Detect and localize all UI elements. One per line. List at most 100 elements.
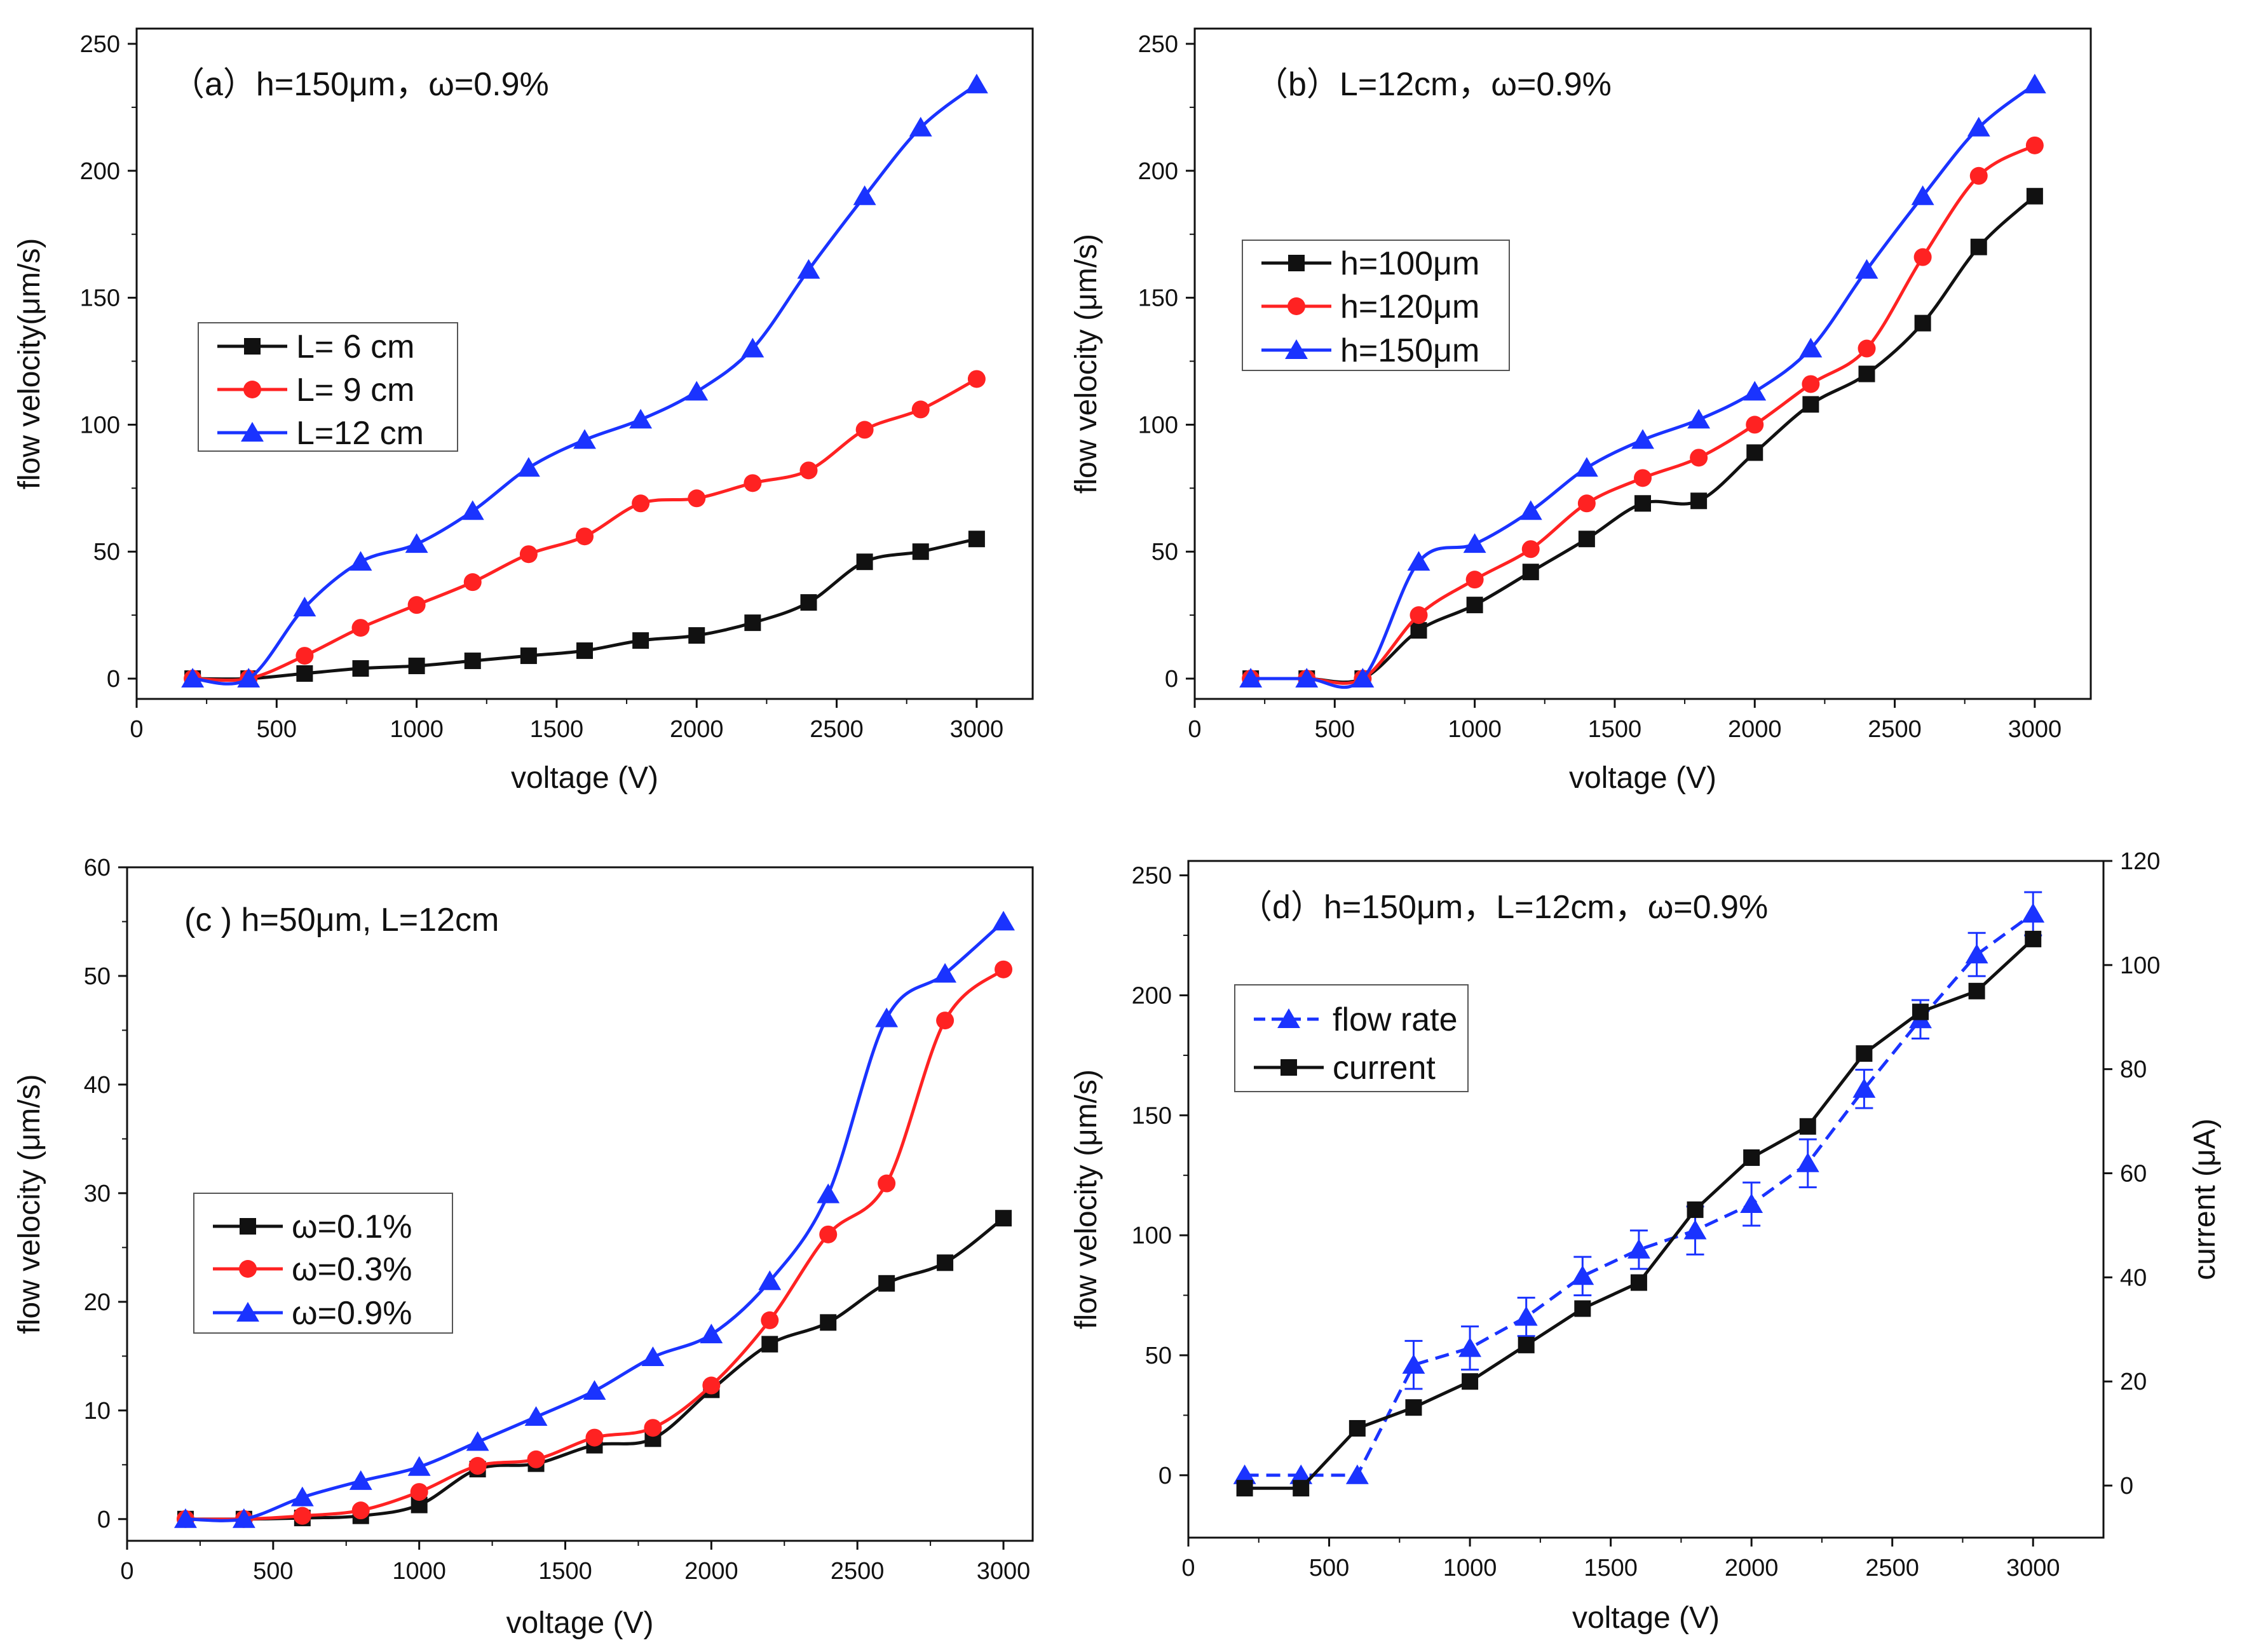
series-line-3 bbox=[185, 920, 1005, 1522]
data-point-triangle bbox=[1965, 944, 1988, 964]
data-point-triangle bbox=[1407, 551, 1430, 571]
data-point-triangle bbox=[173, 1508, 197, 1528]
data-point-triangle bbox=[517, 457, 540, 477]
data-point-triangle bbox=[1911, 185, 1934, 205]
data-point-triangle bbox=[2023, 73, 2046, 93]
data-point-circle bbox=[995, 960, 1013, 978]
data-point-circle bbox=[1746, 416, 1764, 434]
data-point-circle bbox=[644, 1419, 662, 1437]
y-tick-label: 50 bbox=[1145, 1343, 1172, 1369]
data-point-triangle bbox=[1351, 668, 1375, 687]
panel-b: 0 500 1000 1500 2000 2500 3000 0 50 100 150 200 250 v… bbox=[1070, 27, 2092, 795]
legend-marker-triangle bbox=[1277, 1008, 1300, 1028]
data-point-circle bbox=[468, 1457, 487, 1475]
legend-label: h=120μm bbox=[1340, 288, 1479, 325]
x-tick-label: 2500 bbox=[831, 1558, 885, 1585]
data-point-triangle bbox=[1687, 409, 1711, 429]
data-point-triangle bbox=[1796, 1152, 1819, 1172]
legend-marker-triangle bbox=[241, 422, 264, 442]
x-tick-label: 0 bbox=[120, 1558, 133, 1585]
x-tick-label: 3000 bbox=[950, 716, 1004, 743]
plot-frame bbox=[126, 866, 1034, 1542]
y-tick-label: 30 bbox=[84, 1181, 111, 1207]
data-point-square bbox=[1630, 1274, 1647, 1291]
series-line-2 bbox=[1251, 144, 2036, 685]
data-point-square bbox=[1634, 495, 1651, 512]
legend-label: flow rate bbox=[1333, 1001, 1458, 1038]
data-point-triangle bbox=[2021, 903, 2045, 923]
data-point-triangle bbox=[1239, 668, 1263, 687]
data-point-triangle bbox=[1571, 1265, 1594, 1285]
x-tick-label: 2500 bbox=[1868, 716, 1922, 743]
x-tick-label: 500 bbox=[257, 716, 297, 743]
data-point-circle bbox=[293, 1506, 311, 1525]
data-point-square bbox=[1799, 1118, 1816, 1135]
legend-label: L= 6 cm bbox=[296, 328, 414, 365]
data-point-square bbox=[1970, 238, 1987, 255]
x-tick-label: 2000 bbox=[670, 716, 724, 743]
data-point-square bbox=[520, 647, 537, 665]
x-axis-title: voltage (V) bbox=[511, 761, 658, 795]
y-tick-label: 200 bbox=[1132, 982, 1172, 1009]
x-tick-label: 3000 bbox=[2006, 1555, 2060, 1581]
data-point-circle bbox=[1690, 449, 1708, 467]
data-point-triangle bbox=[181, 668, 205, 687]
y-axis-title: flow velocity (μm/s) bbox=[1070, 1069, 1103, 1329]
y2-tick-label: 120 bbox=[2120, 848, 2160, 875]
panel-title: （d）h=150μm，L=12cm，ω=0.9% bbox=[1239, 889, 1768, 926]
data-point-triangle bbox=[853, 185, 876, 205]
x-tick-label: 1500 bbox=[1588, 716, 1642, 743]
legend-box bbox=[193, 1193, 453, 1334]
legend-box bbox=[198, 322, 458, 452]
y-tick-label: 100 bbox=[1138, 412, 1178, 438]
legend-marker-triangle bbox=[1285, 339, 1308, 359]
y2-tick-label: 100 bbox=[2120, 952, 2160, 979]
data-point-circle bbox=[688, 489, 706, 508]
panel-d: 0 500 1000 1500 2000 2500 30000501001502002500… bbox=[1070, 848, 2222, 1635]
data-point-triangle bbox=[758, 1270, 782, 1290]
y-tick-label: 40 bbox=[84, 1072, 111, 1099]
data-point-triangle bbox=[1575, 457, 1598, 477]
data-point-triangle bbox=[965, 73, 988, 93]
data-point-circle bbox=[819, 1225, 838, 1243]
data-point-triangle bbox=[1852, 1078, 1876, 1098]
data-point-square bbox=[937, 1254, 954, 1271]
x-tick-label: 3000 bbox=[2008, 716, 2062, 743]
y-tick-label: 50 bbox=[84, 963, 111, 990]
x-axis-title: voltage (V) bbox=[506, 1606, 653, 1640]
y-tick-label: 0 bbox=[97, 1506, 111, 1533]
legend-marker-square bbox=[1288, 255, 1305, 271]
y-tick-label: 50 bbox=[93, 539, 120, 565]
data-point-square bbox=[1236, 1480, 1253, 1497]
data-point-triangle bbox=[524, 1406, 548, 1426]
panel-a: 0 500 1000 1500 2000 2500 3000 0 50 100 150 200 250 v… bbox=[13, 27, 1034, 795]
y2-tick-label: 40 bbox=[2120, 1264, 2147, 1291]
data-point-triangle bbox=[992, 911, 1015, 931]
data-point-circle bbox=[702, 1376, 721, 1395]
legend-marker-square bbox=[244, 338, 261, 355]
data-point-triangle bbox=[1740, 1193, 1763, 1214]
data-point-circle bbox=[1913, 248, 1932, 266]
x-tick-label: 2500 bbox=[810, 716, 864, 743]
x-tick-label: 0 bbox=[1188, 716, 1201, 743]
y-tick-label: 20 bbox=[84, 1289, 111, 1316]
data-point-square bbox=[912, 543, 929, 560]
data-point-triangle bbox=[349, 551, 372, 571]
legend-label: ω=0.9% bbox=[292, 1295, 412, 1332]
data-point-square bbox=[1574, 1300, 1591, 1317]
data-point-square bbox=[995, 1210, 1012, 1227]
data-point-square bbox=[1462, 1373, 1479, 1390]
y-tick-label: 60 bbox=[84, 855, 111, 881]
data-point-triangle bbox=[290, 1486, 314, 1506]
x-tick-label: 1500 bbox=[538, 1558, 592, 1585]
x-axis-title: voltage (V) bbox=[1572, 1601, 1720, 1635]
data-point-circle bbox=[351, 1501, 370, 1520]
panel-title: （a）h=150μm，ω=0.9% bbox=[172, 66, 549, 103]
plot-frame bbox=[1187, 860, 2105, 1539]
data-point-triangle bbox=[349, 1470, 372, 1490]
data-point-square bbox=[408, 658, 425, 675]
y-tick-label: 10 bbox=[84, 1398, 111, 1425]
data-point-square bbox=[1293, 1480, 1310, 1497]
data-point-square bbox=[2025, 930, 2042, 947]
data-point-triangle bbox=[629, 409, 653, 429]
